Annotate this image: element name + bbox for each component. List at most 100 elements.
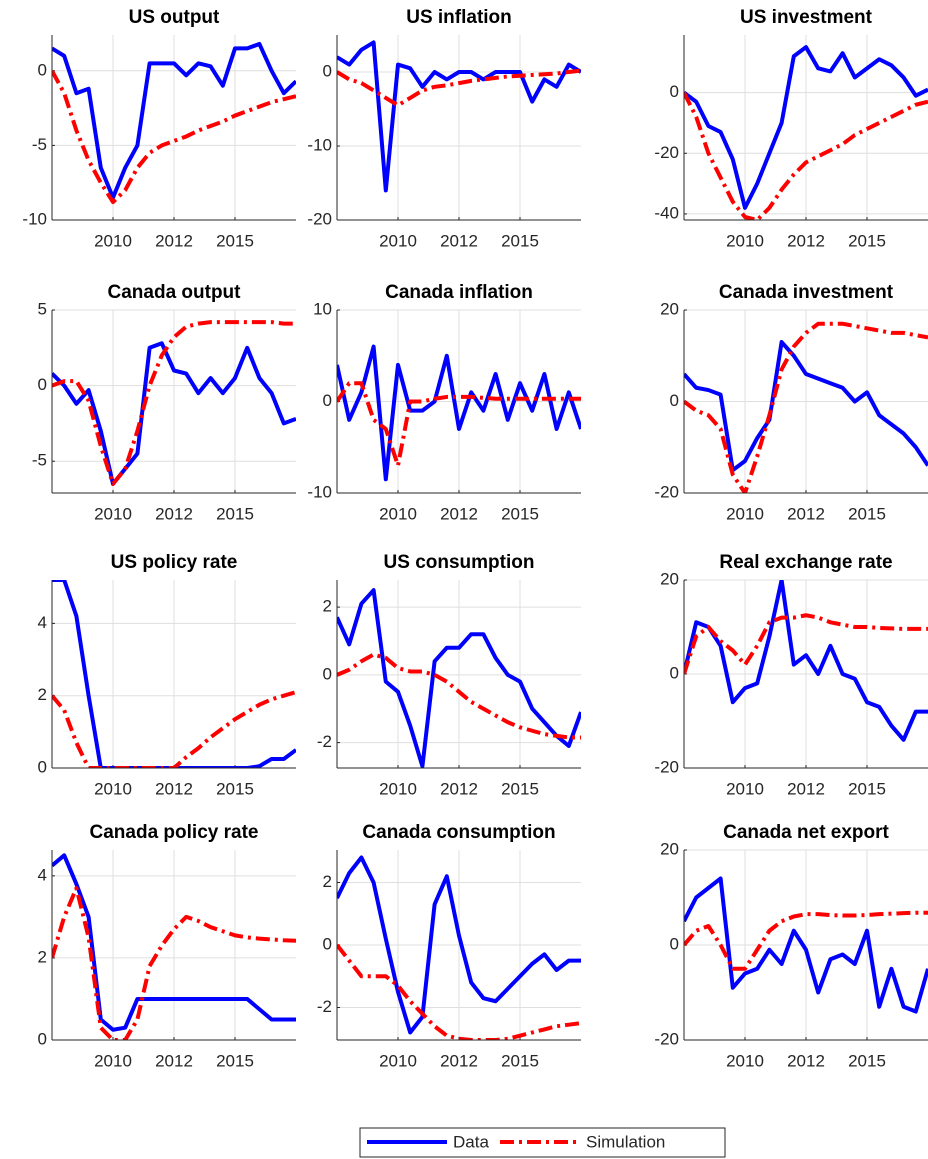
- plot-area: [684, 876, 928, 1014]
- panel-title: Canada policy rate: [90, 822, 259, 843]
- y-tick-label: 0: [670, 82, 679, 101]
- panel-title: US output: [129, 7, 220, 28]
- series-line: [337, 652, 581, 740]
- series-line: [52, 320, 296, 486]
- x-tick-label: 2012: [155, 504, 193, 523]
- x-tick-label: 2015: [848, 1051, 886, 1070]
- x-tick-label: 2010: [94, 231, 132, 250]
- panel: US inflation -20 -10 0 2010 2012 2015: [307, 7, 581, 250]
- y-tick-label: 0: [323, 934, 332, 953]
- plot-area: [684, 580, 928, 742]
- x-tick-label: 2012: [155, 1051, 193, 1070]
- panel-title: Canada output: [108, 282, 242, 303]
- y-tick-label: 2: [323, 872, 332, 891]
- y-tick-label: 0: [38, 1029, 47, 1048]
- y-tick-label: 0: [323, 61, 332, 80]
- x-tick-label: 2012: [440, 1051, 478, 1070]
- x-tick-label: 2010: [379, 1051, 417, 1070]
- series-line: [337, 943, 581, 1040]
- y-tick-label: -10: [307, 135, 332, 154]
- y-tick-label: 0: [323, 664, 332, 683]
- panel: Canada consumption -2 0 2 2010 2012 2015: [317, 822, 581, 1070]
- panel-title: US policy rate: [111, 552, 238, 573]
- series-line: [337, 588, 581, 768]
- y-tick-label: 5: [38, 299, 47, 318]
- x-tick-label: 2015: [501, 779, 539, 798]
- y-tick-label: 0: [670, 391, 679, 410]
- panel: Real exchange rate -20 0 20 2010 2012 2015: [654, 552, 928, 798]
- panel-title: US inflation: [406, 7, 512, 28]
- x-tick-label: 2015: [501, 1051, 539, 1070]
- x-tick-label: 2010: [726, 231, 764, 250]
- x-tick-label: 2010: [379, 231, 417, 250]
- x-tick-label: 2012: [155, 231, 193, 250]
- y-tick-label: -5: [32, 135, 47, 154]
- x-tick-label: 2012: [787, 504, 825, 523]
- series-line: [52, 341, 296, 486]
- plot-area: [52, 580, 296, 768]
- series-line: [337, 344, 581, 482]
- x-tick-label: 2015: [848, 779, 886, 798]
- plot-area: [337, 588, 581, 768]
- y-tick-label: 2: [323, 597, 332, 616]
- y-tick-label: 0: [38, 60, 47, 79]
- x-tick-label: 2015: [501, 504, 539, 523]
- x-tick-label: 2010: [94, 779, 132, 798]
- x-tick-label: 2012: [440, 231, 478, 250]
- y-tick-label: 4: [38, 865, 47, 884]
- x-tick-label: 2012: [440, 779, 478, 798]
- x-tick-label: 2010: [726, 504, 764, 523]
- series-line: [684, 91, 928, 220]
- x-tick-label: 2015: [216, 1051, 254, 1070]
- panel: Canada inflation -10 0 10 2010 2012 2015: [307, 282, 581, 523]
- plot-area: [52, 853, 296, 1040]
- series-line: [52, 580, 296, 768]
- y-tick-label: -2: [317, 997, 332, 1016]
- y-tick-label: 20: [660, 569, 679, 588]
- y-tick-label: -20: [307, 209, 332, 228]
- y-tick-label: -20: [654, 143, 679, 162]
- y-tick-label: 0: [670, 934, 679, 953]
- y-tick-label: -40: [654, 203, 679, 222]
- x-tick-label: 2010: [726, 1051, 764, 1070]
- y-tick-label: -10: [307, 482, 332, 501]
- x-tick-label: 2015: [216, 231, 254, 250]
- x-tick-label: 2012: [787, 231, 825, 250]
- series-line: [337, 68, 581, 108]
- series-line: [337, 40, 581, 193]
- legend-label: Data: [453, 1132, 489, 1151]
- y-tick-label: -20: [654, 482, 679, 501]
- series-line: [684, 613, 928, 675]
- y-tick-label: 10: [313, 299, 332, 318]
- y-tick-label: 0: [670, 663, 679, 682]
- plot-area: [52, 41, 296, 205]
- x-tick-label: 2015: [216, 504, 254, 523]
- x-tick-label: 2015: [216, 779, 254, 798]
- x-tick-label: 2010: [379, 779, 417, 798]
- y-tick-label: 4: [38, 613, 47, 632]
- x-tick-label: 2012: [155, 779, 193, 798]
- series-line: [52, 41, 296, 200]
- x-tick-label: 2010: [726, 779, 764, 798]
- y-tick-label: 20: [660, 839, 679, 858]
- y-tick-label: 0: [323, 391, 332, 410]
- series-line: [684, 340, 928, 473]
- x-tick-label: 2010: [94, 1051, 132, 1070]
- series-line: [52, 886, 296, 1040]
- y-tick-label: -10: [22, 209, 47, 228]
- panel-title: Real exchange rate: [719, 552, 892, 573]
- series-line: [684, 45, 928, 210]
- x-tick-label: 2012: [787, 779, 825, 798]
- panel-title: Canada inflation: [385, 282, 533, 303]
- y-tick-label: 2: [38, 685, 47, 704]
- x-tick-label: 2010: [94, 504, 132, 523]
- y-tick-label: -20: [654, 1029, 679, 1048]
- panel: Canada net export -20 0 20 2010 2012 2015: [654, 822, 928, 1070]
- series-line: [52, 853, 296, 1032]
- panel-title: US consumption: [384, 552, 535, 573]
- x-tick-label: 2012: [787, 1051, 825, 1070]
- y-tick-label: 0: [38, 757, 47, 776]
- y-tick-label: 0: [38, 375, 47, 394]
- series-line: [684, 876, 928, 1014]
